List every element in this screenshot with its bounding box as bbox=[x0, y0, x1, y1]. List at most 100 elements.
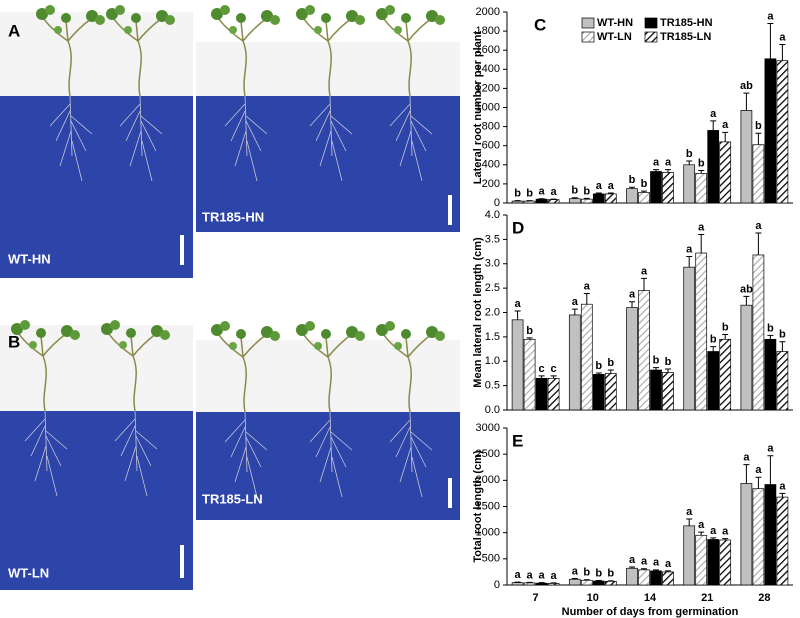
y-tick-label: 1800 bbox=[476, 25, 500, 37]
significance-letter: b bbox=[571, 185, 578, 197]
error-bar bbox=[629, 301, 635, 308]
significance-letter: a bbox=[779, 480, 786, 492]
bar bbox=[523, 338, 536, 411]
bar bbox=[626, 567, 638, 586]
significance-letter: a bbox=[596, 180, 603, 192]
bar bbox=[547, 199, 560, 204]
bar bbox=[626, 188, 638, 204]
significance-letter: b bbox=[583, 567, 590, 579]
bar bbox=[511, 200, 524, 204]
bar bbox=[683, 266, 696, 411]
error-bar bbox=[595, 580, 602, 582]
x-tick-label: 10 bbox=[587, 592, 599, 604]
bar bbox=[776, 496, 789, 586]
error-bar bbox=[653, 169, 659, 172]
bar bbox=[511, 319, 524, 411]
bar bbox=[776, 60, 789, 204]
bar bbox=[604, 193, 617, 204]
bar bbox=[604, 373, 617, 411]
error-bar bbox=[779, 492, 786, 498]
significance-letter: b bbox=[710, 334, 717, 346]
error-bar bbox=[583, 197, 590, 200]
significance-letter: a bbox=[767, 10, 774, 22]
bar bbox=[638, 192, 650, 204]
error-bar bbox=[550, 375, 557, 379]
y-tick-label: 1400 bbox=[476, 63, 500, 75]
bar bbox=[695, 534, 708, 586]
error-bar bbox=[595, 372, 602, 375]
significance-letter: a bbox=[767, 443, 774, 455]
significance-letter: a bbox=[743, 452, 750, 464]
error-bar bbox=[710, 346, 717, 352]
significance-letter: a bbox=[653, 156, 660, 168]
error-bar bbox=[767, 455, 774, 485]
error-bar bbox=[595, 192, 602, 194]
bar bbox=[662, 571, 674, 586]
y-tick-label: 2500 bbox=[476, 448, 500, 460]
bar bbox=[707, 539, 720, 586]
y-tick-label: 4.0 bbox=[485, 209, 500, 221]
significance-letter: a bbox=[515, 298, 522, 310]
error-bar bbox=[755, 232, 762, 255]
error-bar bbox=[538, 375, 545, 379]
error-bar bbox=[686, 255, 693, 268]
significance-letter: a bbox=[539, 570, 546, 582]
y-tick-label: 1500 bbox=[476, 500, 500, 512]
error-bar bbox=[710, 120, 717, 131]
error-bar bbox=[571, 577, 578, 580]
error-bar bbox=[710, 537, 717, 540]
error-bar bbox=[629, 566, 635, 569]
bar bbox=[695, 252, 708, 411]
significance-letter: a bbox=[584, 280, 591, 292]
photo-label: TR185-LN bbox=[202, 491, 263, 506]
bar bbox=[568, 314, 581, 411]
significance-letter: b bbox=[653, 354, 660, 366]
error-bar bbox=[665, 368, 671, 373]
significance-letter: b bbox=[641, 178, 648, 190]
x-tick-label: 28 bbox=[758, 592, 770, 604]
y-tick-label: 0 bbox=[494, 579, 500, 591]
error-bar bbox=[686, 518, 693, 526]
bar bbox=[547, 583, 560, 586]
significance-letter: c bbox=[539, 363, 545, 375]
error-bar bbox=[641, 568, 647, 570]
y-tick-label: 1000 bbox=[476, 527, 500, 539]
x-axis-label: Number of days from germination bbox=[562, 606, 739, 618]
significance-letter: b bbox=[526, 188, 533, 200]
bar bbox=[740, 483, 753, 586]
bar bbox=[776, 351, 789, 411]
y-tick-label: 1.5 bbox=[485, 331, 500, 343]
significance-letter: b bbox=[698, 157, 705, 169]
significance-letter: a bbox=[755, 464, 762, 476]
y-tick-label: 500 bbox=[482, 553, 500, 565]
bar bbox=[662, 372, 674, 411]
significance-letter: b bbox=[767, 322, 774, 334]
bar bbox=[580, 198, 593, 204]
bar bbox=[604, 580, 617, 586]
error-bar bbox=[641, 190, 647, 193]
bar bbox=[719, 539, 732, 586]
significance-letter: a bbox=[629, 554, 636, 566]
y-tick-label: 3000 bbox=[476, 422, 500, 434]
significance-letter: a bbox=[515, 569, 522, 581]
y-tick-label: 800 bbox=[482, 121, 500, 133]
significance-letter: a bbox=[608, 180, 615, 192]
legend-label: WT-LN bbox=[597, 31, 632, 43]
error-bar bbox=[526, 581, 533, 583]
significance-letter: b bbox=[686, 148, 693, 160]
error-bar bbox=[653, 367, 659, 371]
significance-letter: a bbox=[686, 506, 693, 518]
bar bbox=[568, 578, 581, 586]
significance-letter: a bbox=[710, 525, 717, 537]
photo-label: WT-LN bbox=[8, 565, 49, 580]
bar bbox=[707, 351, 720, 411]
error-bar bbox=[767, 22, 774, 59]
bar bbox=[752, 254, 765, 411]
error-bar bbox=[743, 464, 750, 484]
significance-letter: b bbox=[665, 356, 672, 368]
bar bbox=[638, 569, 650, 586]
significance-letter: a bbox=[539, 186, 546, 198]
significance-letter: a bbox=[653, 557, 660, 569]
bar bbox=[592, 374, 605, 411]
bar bbox=[764, 58, 777, 204]
